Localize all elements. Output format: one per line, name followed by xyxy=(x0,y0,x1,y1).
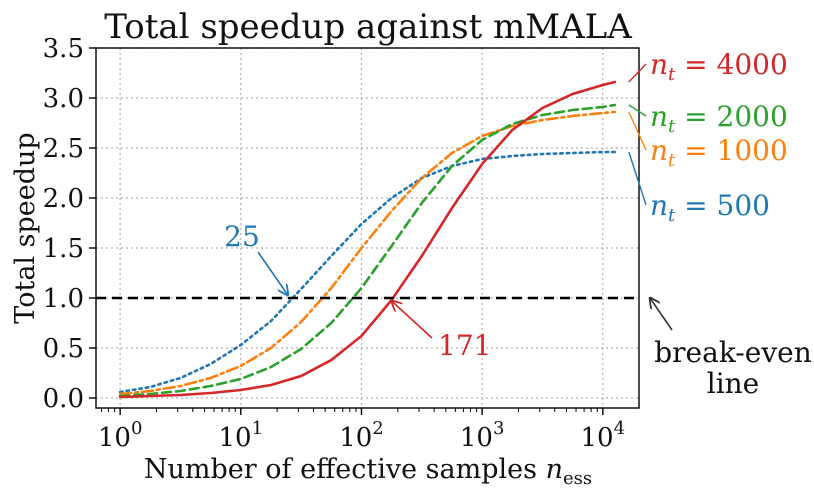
y-tick-label: 3.5 xyxy=(43,34,84,64)
series-curves xyxy=(118,80,617,399)
right-crossover-arrow xyxy=(392,301,433,339)
left-crossover-arrow xyxy=(257,251,288,295)
y-tick-label: 0.0 xyxy=(43,384,84,414)
series-label-value: = 4000 xyxy=(675,48,788,81)
x-tick-base: 10 xyxy=(219,423,252,453)
x-axis-label-sub: ess xyxy=(563,468,592,489)
x-axis-label: Number of effective samples ness xyxy=(144,454,592,489)
y-tick-label: 2.0 xyxy=(43,184,84,214)
series-label-2: nt = 1000 xyxy=(650,134,788,171)
y-tick-label: 2.5 xyxy=(43,134,84,164)
series-line-2 xyxy=(118,110,617,396)
x-tick-label: 101 xyxy=(219,418,264,453)
x-tick-exponent: 4 xyxy=(614,418,625,439)
x-tick-base: 10 xyxy=(460,423,493,453)
right-crossover-label: 171 xyxy=(438,329,491,362)
series-line-4 xyxy=(118,80,617,399)
chart-title: Total speedup against mMALA xyxy=(104,7,632,47)
series-line-3 xyxy=(118,103,617,398)
x-tick-label: 102 xyxy=(339,418,384,453)
series-line-1 xyxy=(118,150,617,394)
series-leader-1 xyxy=(628,151,647,206)
x-tick-base: 10 xyxy=(98,423,131,453)
series-label-var: n xyxy=(650,134,668,167)
x-tick-exponent: 1 xyxy=(252,418,263,439)
left-crossover-label: 25 xyxy=(224,220,260,253)
series-label-var: n xyxy=(650,189,668,222)
y-tick-label: 1.0 xyxy=(43,284,84,314)
x-tick-base: 10 xyxy=(339,423,372,453)
x-tick-exponent: 0 xyxy=(131,418,142,439)
x-axis-label-text: Number of effective samples xyxy=(144,454,537,485)
series-leader-2 xyxy=(628,111,647,151)
break-even-label-line2: line xyxy=(707,367,760,400)
series-label-1: nt = 500 xyxy=(650,189,770,226)
x-tick-exponent: 2 xyxy=(372,418,383,439)
x-tick-base: 10 xyxy=(581,423,614,453)
series-label-sub: t xyxy=(668,205,676,226)
y-tick-label: 1.5 xyxy=(43,234,84,264)
x-tick-label: 100 xyxy=(98,418,143,453)
y-tick-label: 0.5 xyxy=(43,334,84,364)
break-even-label-line1: break-even xyxy=(654,336,812,369)
x-tick-label: 103 xyxy=(460,418,505,453)
series-label-value: = 2000 xyxy=(675,100,788,133)
series-leader-3 xyxy=(628,104,647,117)
series-label-value: = 1000 xyxy=(675,134,788,167)
x-axis-label-var: n xyxy=(546,454,563,485)
x-tick-exponent: 3 xyxy=(493,418,504,439)
break-even-arrow xyxy=(650,298,673,331)
plot-frame xyxy=(95,47,640,409)
series-label-sub: t xyxy=(668,116,676,137)
x-tick-label: 104 xyxy=(581,418,626,453)
series-label-var: n xyxy=(650,48,668,81)
series-label-value: = 500 xyxy=(675,189,770,222)
series-label-var: n xyxy=(650,100,668,133)
series-label-sub: t xyxy=(668,64,676,85)
series-label-3: nt = 2000 xyxy=(650,100,788,137)
series-label-sub: t xyxy=(668,150,676,171)
series-leader-4 xyxy=(628,63,647,83)
y-tick-label: 3.0 xyxy=(43,84,84,114)
y-axis-label: Total speedup xyxy=(10,132,41,323)
series-label-4: nt = 4000 xyxy=(650,48,788,85)
